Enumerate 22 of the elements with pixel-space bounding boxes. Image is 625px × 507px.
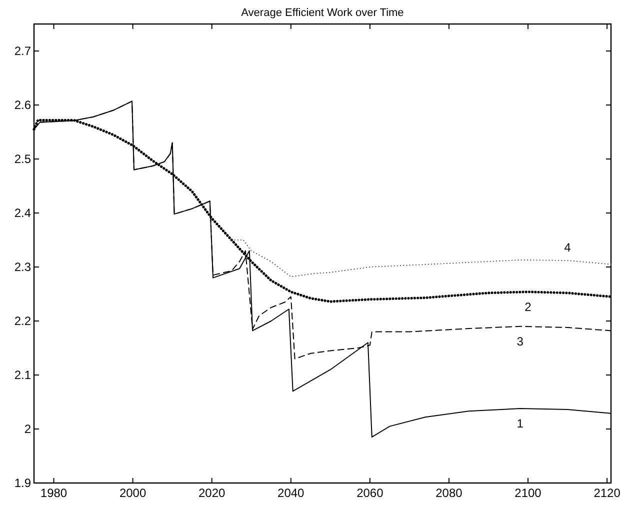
series-label: 4: [564, 240, 572, 255]
x-tick-label: 2080: [436, 486, 463, 500]
y-tick-label: 2.6: [14, 98, 32, 112]
chart-title: Average Efficient Work over Time: [241, 7, 404, 19]
y-tick-label: 2.3: [14, 260, 32, 274]
y-tick-label: 2: [24, 422, 32, 436]
y-tick-label: 2.2: [14, 314, 32, 328]
series-label: 1: [516, 416, 524, 431]
y-tick-label: 2.4: [14, 206, 32, 220]
x-tick-label: 2000: [119, 486, 146, 500]
series-label: 3: [516, 334, 524, 349]
x-tick-label: 2040: [278, 486, 305, 500]
x-tick-label: 2020: [198, 486, 226, 500]
x-tick-label: 2060: [356, 486, 384, 500]
series-label: 2: [524, 300, 532, 314]
y-tick-label: 2.5: [14, 152, 32, 166]
x-tick-label: 1980: [40, 486, 68, 500]
y-tick-label: 2.7: [14, 44, 32, 58]
y-tick-label: 1.9: [14, 476, 32, 490]
x-tick-label: 2120: [594, 486, 621, 500]
x-tick-label: 2100: [514, 486, 542, 500]
y-tick-label: 2.1: [14, 368, 32, 382]
